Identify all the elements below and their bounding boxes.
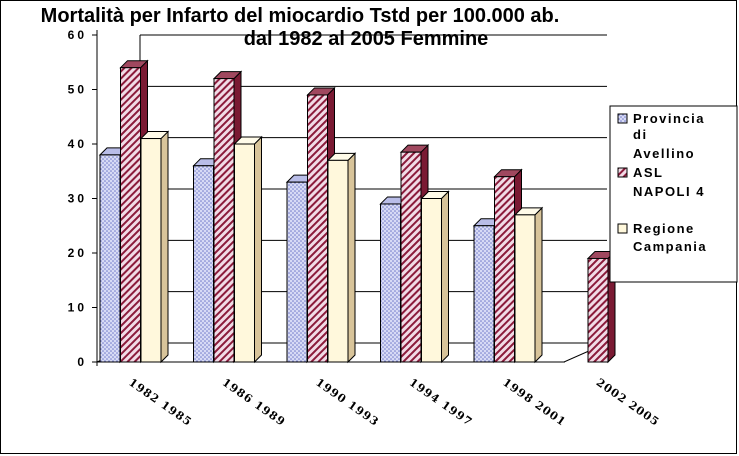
y-tick-label: 10 xyxy=(68,301,87,315)
bar-side xyxy=(347,152,356,364)
bar-front xyxy=(307,94,328,363)
legend-label-provincia-1: Provincia xyxy=(633,111,705,126)
bar-front xyxy=(234,143,255,363)
bar-2-0 xyxy=(139,130,170,364)
chart-subtitle: dal 1982 al 2005 Femmine xyxy=(244,28,489,50)
bar-front xyxy=(99,154,121,363)
bar-front xyxy=(140,138,162,363)
bar-2-2 xyxy=(326,152,357,364)
bar-side xyxy=(441,190,449,364)
bar-2-1 xyxy=(233,135,263,364)
legend-label-provincia-3: Avellino xyxy=(633,146,695,161)
legend-swatch-regione xyxy=(617,223,628,234)
bar-front xyxy=(494,176,515,363)
bar-front xyxy=(120,67,141,363)
bar-side xyxy=(534,206,543,364)
x-tick-label: 1982 1985 xyxy=(126,376,194,429)
legend-swatch-asl xyxy=(617,167,628,178)
x-tick-label: 2002 2005 xyxy=(594,376,662,429)
bar-front xyxy=(213,78,235,363)
legend-label-regione-1: Regione xyxy=(633,221,695,236)
bar-front xyxy=(421,198,442,363)
legend-label-asl-1: ASL xyxy=(633,165,664,180)
legend-label-regione-2: Campania xyxy=(633,239,707,254)
bar-front xyxy=(193,165,214,363)
bar-front xyxy=(473,225,495,363)
x-tick-label: 1998 2001 xyxy=(500,376,568,429)
x-tick-label: 1994 1997 xyxy=(407,376,475,429)
y-tick-label: 30 xyxy=(68,192,87,206)
x-tick-label: 1986 1989 xyxy=(220,376,288,429)
x-tick-label: 1990 1993 xyxy=(313,376,381,429)
bar-front xyxy=(327,159,349,363)
y-tick-label: 60 xyxy=(68,28,87,42)
bar-front xyxy=(587,257,609,363)
bar-front xyxy=(380,203,401,363)
bar-front xyxy=(514,214,536,363)
bar-front xyxy=(400,151,422,363)
y-tick-label: 20 xyxy=(68,246,87,260)
legend-box xyxy=(609,105,738,283)
bar-2-3 xyxy=(420,190,450,364)
bars xyxy=(98,59,617,364)
y-tick-label: 50 xyxy=(68,83,87,97)
bar-front xyxy=(286,181,308,363)
chart-title: Mortalità per Infarto del miocardio Tstd… xyxy=(41,5,560,27)
y-tick-label: 0 xyxy=(77,355,87,369)
y-axis-ticks: 0 10 20 30 40 50 60 xyxy=(68,28,97,369)
bar-side xyxy=(254,135,262,364)
x-axis-ticks: 1982 1985 1986 1989 1990 1993 1994 1997 1998… xyxy=(126,376,662,429)
legend: Provincia di Avellino ASL NAPOLI 4 Regio… xyxy=(609,105,738,283)
legend-swatch-provincia xyxy=(617,113,628,124)
legend-label-asl-2: NAPOLI 4 xyxy=(633,184,705,199)
bar-2-4 xyxy=(513,206,544,364)
y-tick-label: 40 xyxy=(68,137,87,151)
legend-label-provincia-2: di xyxy=(633,127,648,142)
bar-side xyxy=(160,130,169,364)
